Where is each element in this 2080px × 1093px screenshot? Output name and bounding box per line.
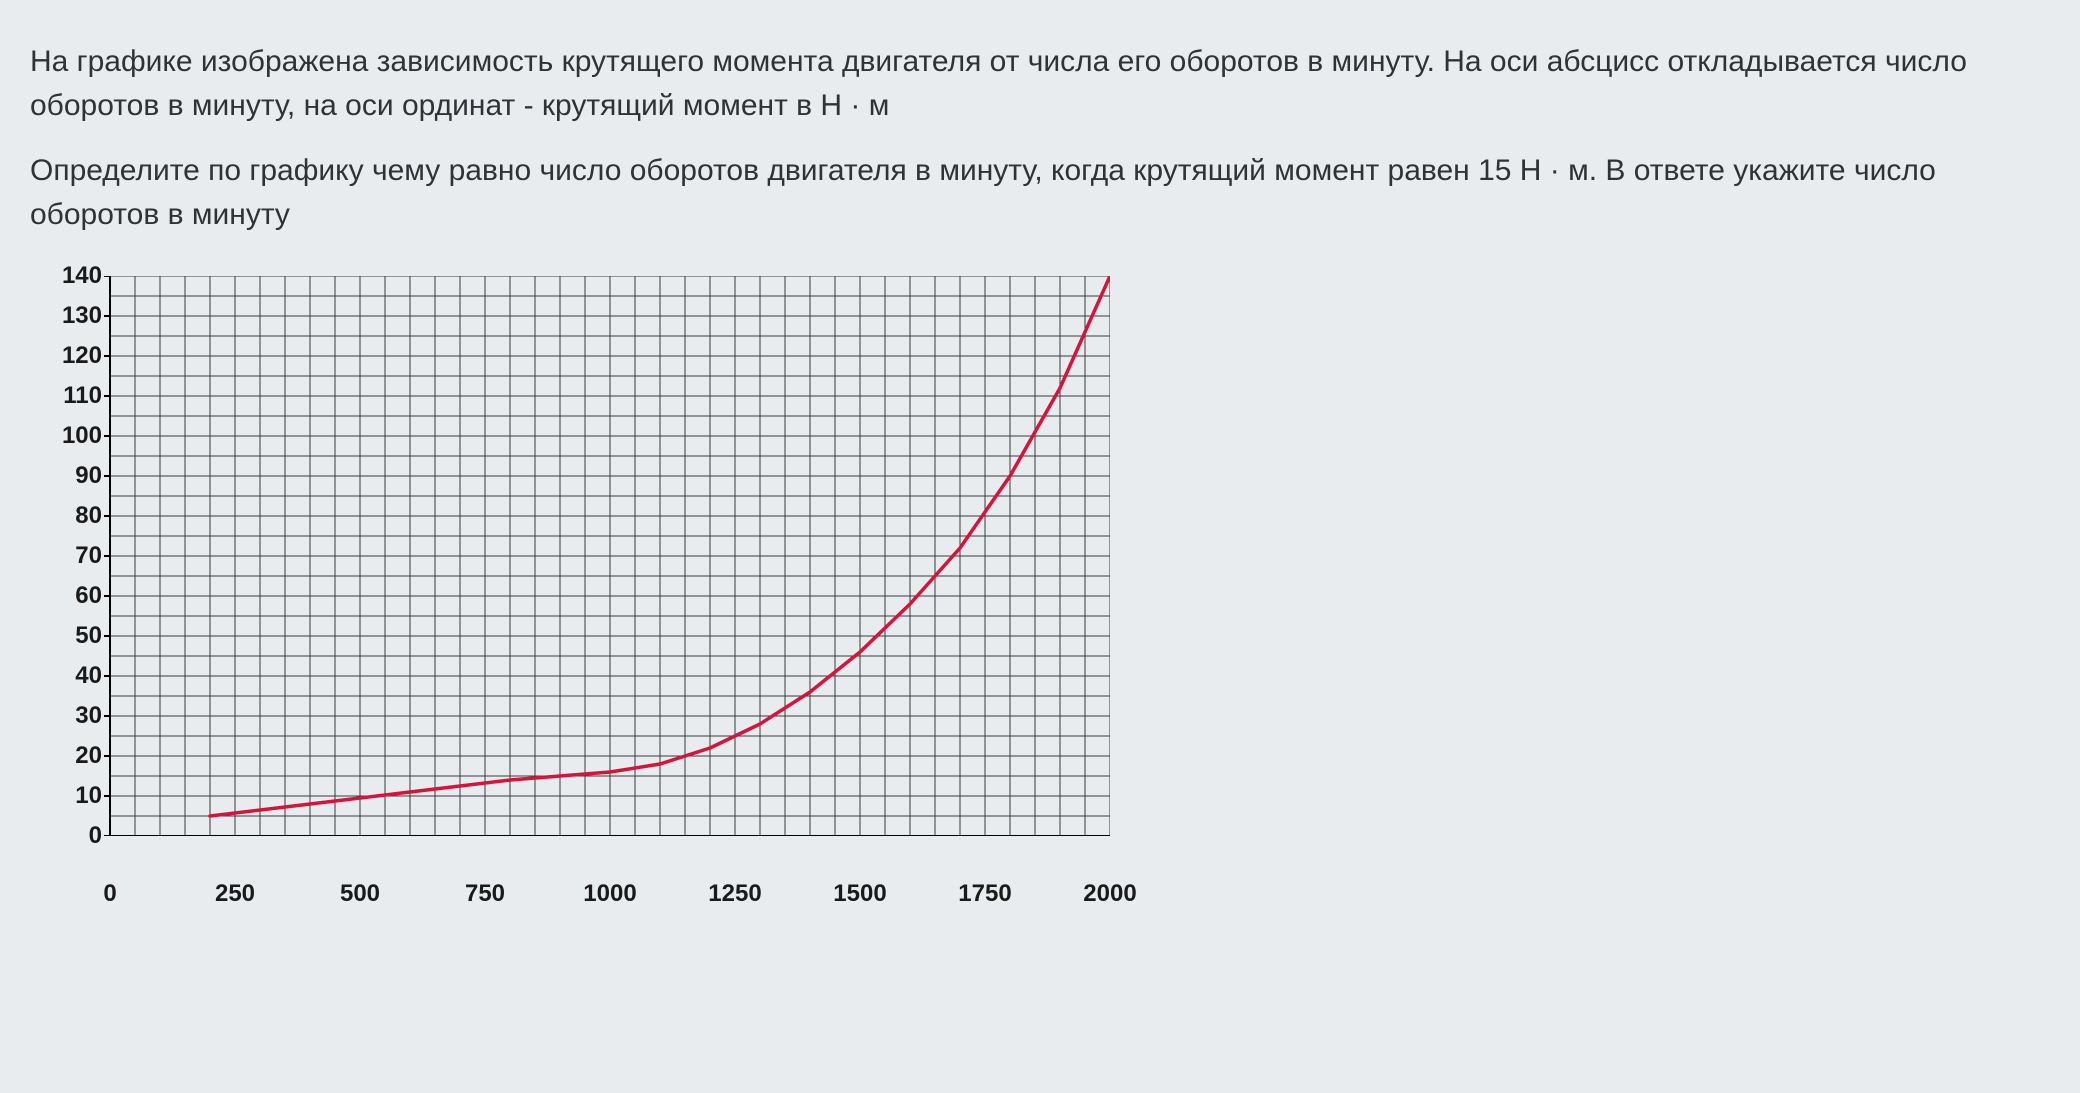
y-tick-label: 60 xyxy=(22,582,102,610)
y-tick-label: 30 xyxy=(22,702,102,730)
x-tick-label: 2000 xyxy=(1083,880,1136,908)
y-tick-label: 140 xyxy=(22,262,102,290)
problem-paragraph-1: На графике изображена зависимость крутящ… xyxy=(30,40,2050,127)
x-tick-label: 750 xyxy=(465,880,505,908)
y-tick-label: 120 xyxy=(22,342,102,370)
y-tick-label: 80 xyxy=(22,502,102,530)
y-tick-label: 20 xyxy=(22,742,102,770)
x-tick-label: 1500 xyxy=(833,880,886,908)
y-tick-label: 50 xyxy=(22,622,102,650)
y-tick-label: 90 xyxy=(22,462,102,490)
problem-paragraph-2: Определите по графику чему равно число о… xyxy=(30,149,2050,236)
x-tick-label: 1250 xyxy=(708,880,761,908)
x-tick-label: 1000 xyxy=(583,880,636,908)
torque-rpm-chart xyxy=(30,276,1110,836)
y-tick-label: 0 xyxy=(22,822,102,850)
y-tick-label: 100 xyxy=(22,422,102,450)
y-tick-label: 70 xyxy=(22,542,102,570)
x-tick-label: 1750 xyxy=(958,880,1011,908)
x-tick-label: 0 xyxy=(103,880,116,908)
chart-container: 0102030405060708090100110120130140025050… xyxy=(30,276,2050,881)
y-tick-label: 130 xyxy=(22,302,102,330)
y-tick-label: 110 xyxy=(22,382,102,410)
y-tick-label: 10 xyxy=(22,782,102,810)
x-tick-label: 500 xyxy=(340,880,380,908)
x-tick-label: 250 xyxy=(215,880,255,908)
y-tick-label: 40 xyxy=(22,662,102,690)
problem-text: На графике изображена зависимость крутящ… xyxy=(30,40,2050,236)
